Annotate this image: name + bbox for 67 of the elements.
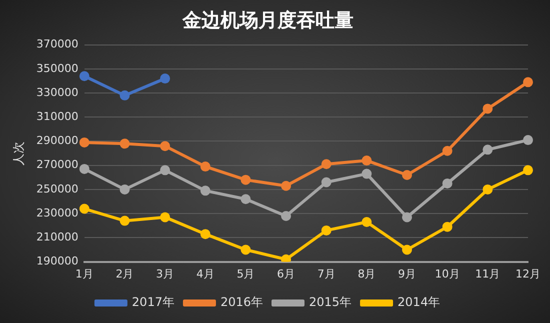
x-tick-label: 6月 [277,267,296,280]
y-tick-label: 270000 [36,158,78,172]
y-tick-label: 230000 [36,206,78,220]
point [281,180,292,191]
x-tick-label: 2月 [116,267,134,280]
point [120,184,130,194]
y-tick-label: 190000 [36,254,78,268]
legend-label: 2017年 [132,295,174,310]
y-axis-title: 人次 [11,141,26,166]
point [120,216,130,226]
x-tick-label: 8月 [358,267,376,280]
point [321,177,332,188]
y-tick-label: 310000 [36,110,78,123]
point [482,144,493,155]
point [281,210,292,221]
point [482,184,493,194]
point [160,165,170,176]
point [362,168,372,179]
x-tick-label: 7月 [317,267,336,280]
point [362,156,372,166]
x-tick-label: 1月 [75,267,94,280]
x-tick-label: 12月 [516,267,540,280]
point [523,135,533,146]
point [240,244,251,255]
point [200,186,210,196]
point [160,212,170,222]
point [120,138,130,149]
chart-title: 金边机场月度吞吐量 [182,9,354,32]
point [240,194,251,204]
x-tick-label: 3月 [156,267,174,280]
y-tick-label: 370000 [36,38,78,51]
x-tick-label: 9月 [398,267,416,280]
y-tick-label: 210000 [36,230,78,244]
y-tick-label: 290000 [36,134,78,148]
point [79,71,90,82]
point [442,146,452,156]
y-tick-label: 350000 [36,62,78,75]
legend-label: 2015年 [309,295,352,310]
point [321,159,332,170]
point [402,212,412,222]
x-tick-label: 11月 [475,267,500,280]
y-tick-label: 250000 [36,182,78,196]
legend-label: 2016年 [220,295,264,310]
point [79,137,90,148]
point [79,204,90,214]
point [200,229,210,240]
point [482,104,493,114]
point [200,162,210,172]
point [362,217,372,228]
point [160,141,170,152]
point [79,164,90,174]
point [523,77,533,88]
point [523,165,533,176]
point [402,170,412,180]
point [442,178,452,188]
point [442,222,452,232]
point [160,74,170,84]
point [120,90,130,100]
y-tick-label: 330000 [36,86,78,99]
x-tick-label: 10月 [434,267,460,280]
point [281,254,292,262]
x-tick-label: 4月 [196,267,214,280]
point [402,244,412,255]
point [240,174,251,185]
point [321,225,332,236]
x-tick-label: 5月 [236,267,255,280]
legend-label: 2014年 [398,295,440,310]
